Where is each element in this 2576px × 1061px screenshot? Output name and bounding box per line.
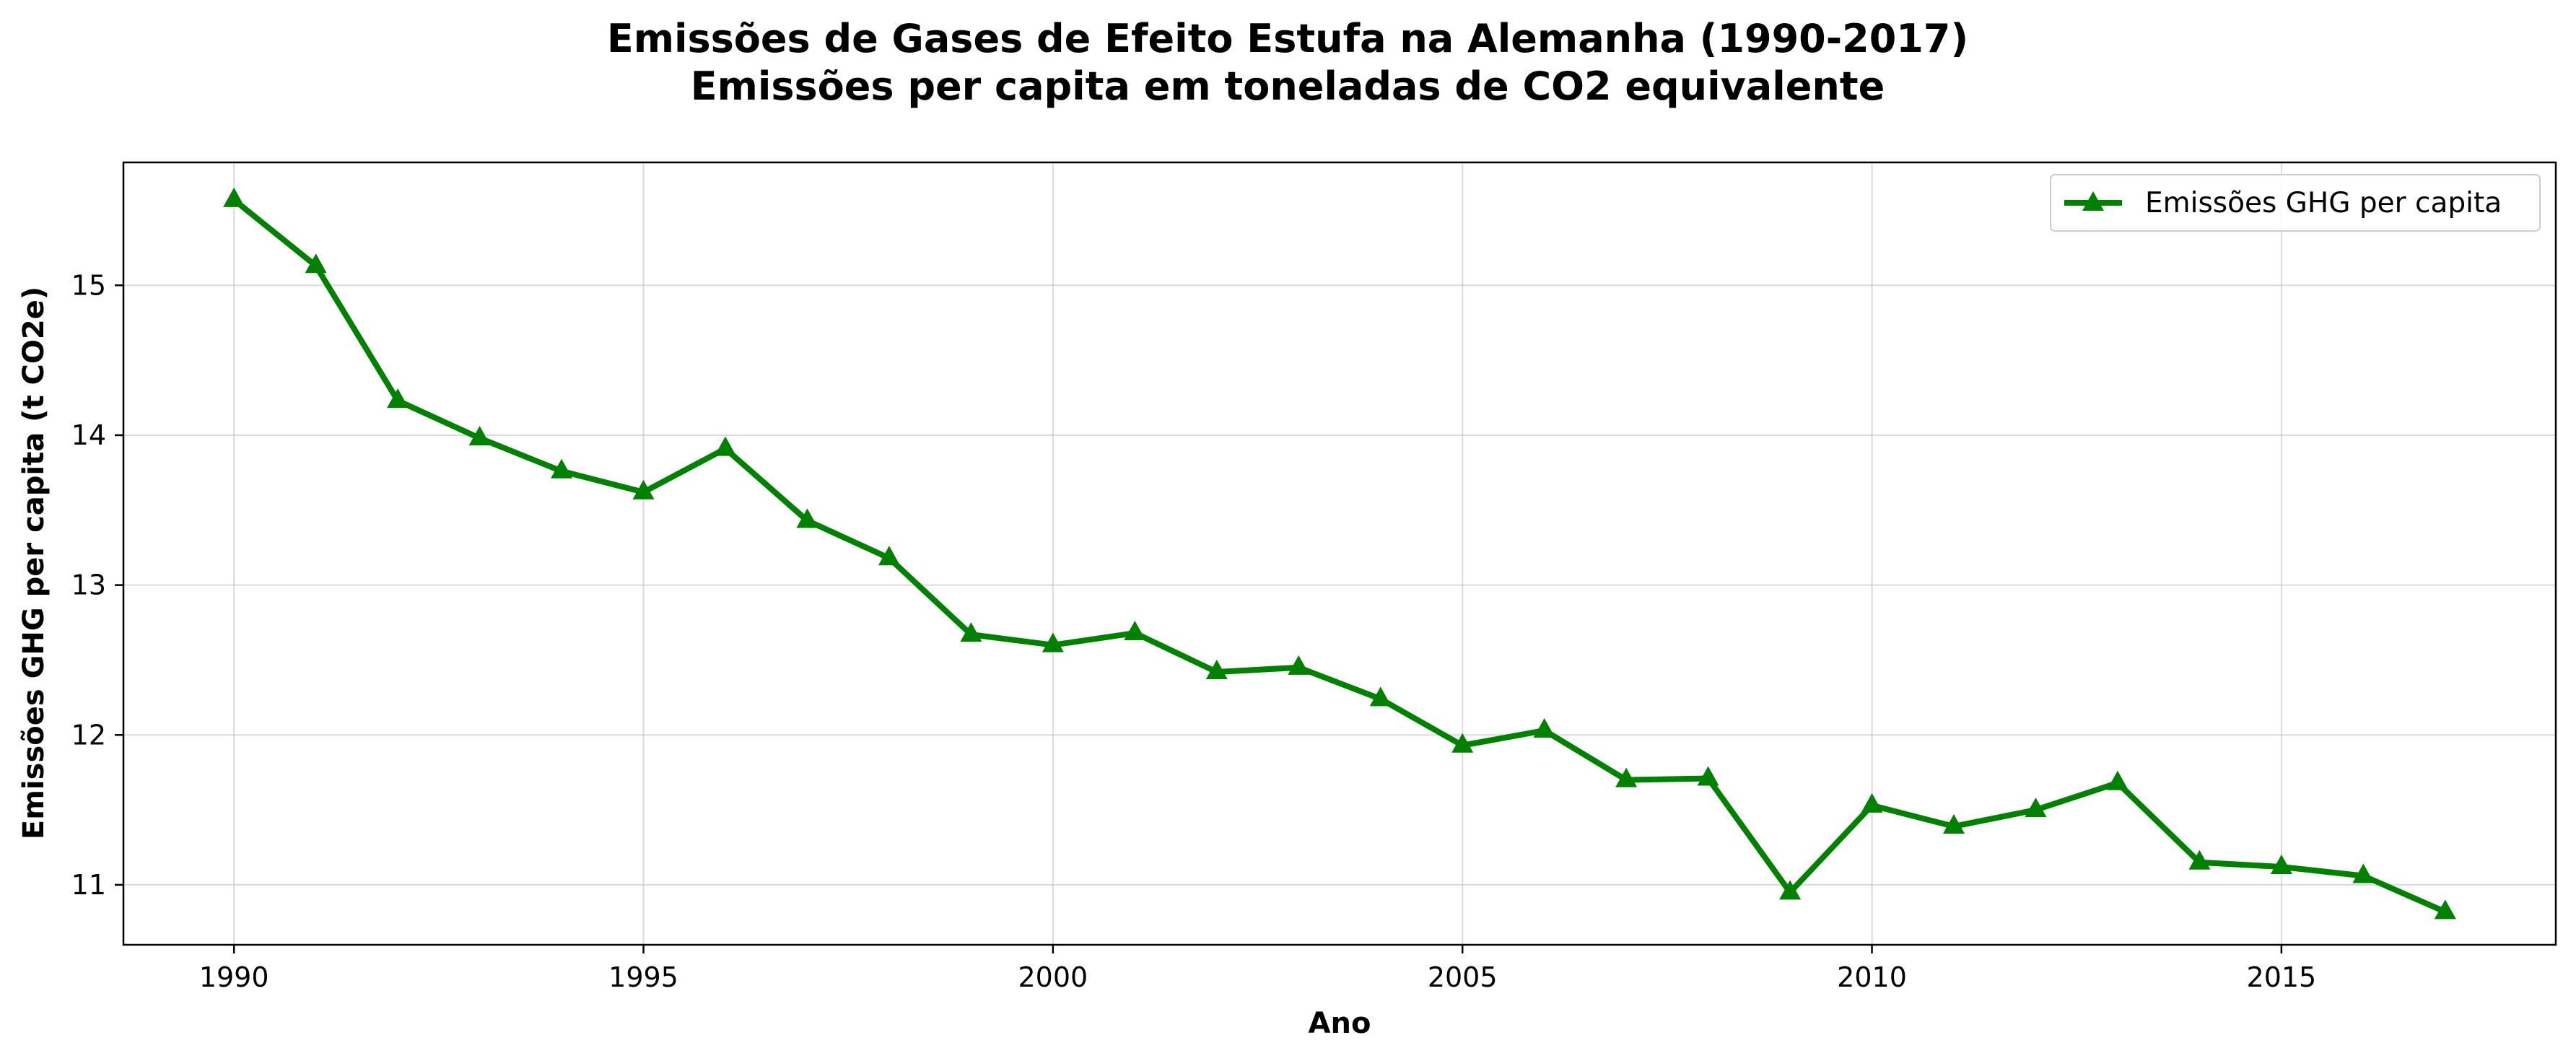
data-point-marker [1288,655,1310,675]
y-tick-label: 12 [71,719,106,751]
data-point-marker [1861,793,1883,813]
legend-box [2050,174,2541,232]
data-point-marker [2352,863,2375,883]
x-axis-label: Ano [1309,1007,1371,1040]
data-point-marker [387,388,409,409]
chart-subtitle: Emissões per capita em toneladas de CO2 … [691,64,1885,109]
data-point-marker [551,458,573,479]
y-tick-label: 14 [71,419,106,451]
data-point-marker [878,546,900,566]
axis-ticks: 1990 1995 2000 2005 2010 2015 11 12 13 14 15 [71,269,2317,993]
data-point-marker [2188,850,2211,870]
data-point-marker [714,436,736,456]
chart-title: Emissões de Gases de Efeito Estufa na Al… [607,16,1968,61]
legend-label: Emissões GHG per capita [2145,187,2502,219]
series-line [231,196,2448,915]
x-tick-label: 2005 [1428,961,1498,993]
x-tick-label: 1990 [199,961,269,993]
y-tick-label: 11 [71,869,106,901]
x-tick-label: 2000 [1018,961,1088,993]
data-point-marker [305,253,327,274]
data-point-marker [2270,855,2292,875]
data-point-marker [1943,813,1965,834]
x-tick-label: 2010 [1837,961,1907,993]
data-point-marker [1042,632,1064,652]
data-point-marker [796,508,818,528]
x-tick-label: 1995 [608,961,678,993]
data-point-marker [1615,767,1638,787]
y-tick-label: 15 [71,269,106,301]
data-point-marker [1533,718,1555,738]
data-point-marker [1369,686,1392,707]
data-point-marker [632,479,655,499]
data-point-marker [1205,660,1228,680]
data-point-marker [2434,899,2456,920]
grid-lines [123,162,2556,945]
data-point-marker [1779,880,1802,900]
data-point-marker [468,426,491,446]
data-point-marker [1451,733,1474,753]
data-point-marker [2106,770,2129,790]
data-point-marker [1124,621,1146,641]
data-point-marker [960,622,982,642]
x-tick-label: 2015 [2247,961,2317,993]
data-point-marker [223,187,245,207]
plot-frame [122,161,2557,946]
data-point-marker [2025,798,2047,818]
data-point-marker [1697,766,1719,786]
series-layer [223,187,2456,920]
y-axis-label: Emissões GHG per capita (t CO2e) [17,287,51,839]
y-tick-label: 13 [71,569,106,601]
legend: Emissões GHG per capita [2050,174,2541,232]
legend-marker-swatch [2082,191,2104,211]
